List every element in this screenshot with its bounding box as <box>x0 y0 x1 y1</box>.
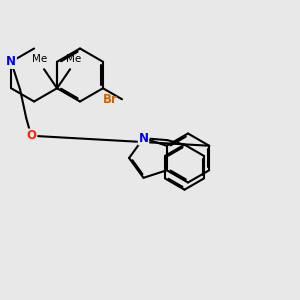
Text: N: N <box>139 132 148 145</box>
Text: N: N <box>6 55 16 68</box>
Text: Me: Me <box>66 54 82 64</box>
Text: Me: Me <box>32 54 48 64</box>
Text: Br: Br <box>103 93 118 106</box>
Text: O: O <box>26 129 36 142</box>
